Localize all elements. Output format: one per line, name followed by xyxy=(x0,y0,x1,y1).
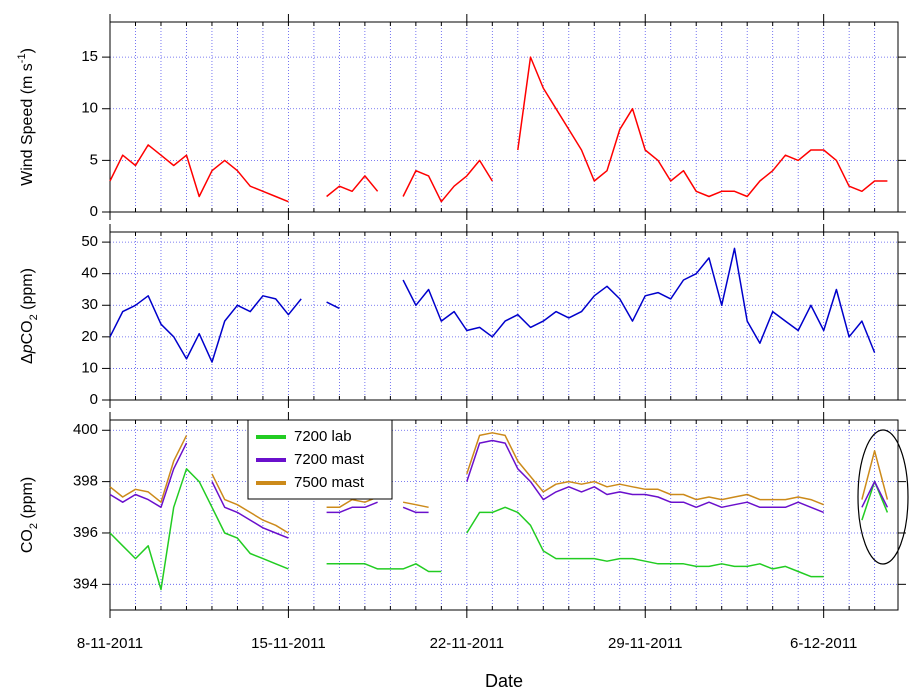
x-tick-label: 22-11-2011 xyxy=(430,635,505,652)
x-tick-label: 29-11-2011 xyxy=(608,635,683,652)
y-axis-label-part: CO xyxy=(19,320,36,344)
y-tick-label: 20 xyxy=(81,328,98,345)
highlight-ellipse xyxy=(857,429,909,565)
y-axis-label: ΔpCO2 (ppm) xyxy=(19,268,40,364)
y-tick-label: 396 xyxy=(73,524,98,541)
y-tick-label: 15 xyxy=(81,48,98,65)
y-tick-label: 40 xyxy=(81,265,98,282)
y-tick-label: 30 xyxy=(81,296,98,313)
data-line xyxy=(109,56,888,203)
y-axis-label-part: (ppm) xyxy=(19,477,36,523)
y-axis-label: CO2 (ppm) xyxy=(19,477,40,553)
y-axis-label-part: p xyxy=(19,344,36,354)
x-tick-label: 6-12-2011 xyxy=(790,635,857,652)
y-axis-label-part: 2 xyxy=(28,314,40,320)
legend-label: 7500 mast xyxy=(294,474,365,491)
y-tick-label: 50 xyxy=(81,233,98,250)
data-line xyxy=(109,432,889,534)
plot-frame xyxy=(109,231,899,401)
x-tick-label: 8-11-2011 xyxy=(77,635,143,652)
x-tick-label: 15-11-2011 xyxy=(251,635,326,652)
y-tick-label: 398 xyxy=(73,473,98,490)
data-line xyxy=(109,439,889,539)
data-line xyxy=(109,247,876,363)
y-axis-label-part: 2 xyxy=(28,523,40,529)
y-axis-label-part: CO xyxy=(19,529,36,553)
y-axis-label-part: -1 xyxy=(16,53,28,63)
plot-frame xyxy=(109,21,899,213)
y-tick-label: 0 xyxy=(90,391,98,408)
y-tick-label: 0 xyxy=(90,203,98,220)
y-tick-label: 5 xyxy=(90,151,98,168)
y-axis-label-part: Wind Speed (m s xyxy=(19,63,36,186)
y-axis-label-part: (ppm) xyxy=(19,268,36,314)
y-tick-label: 10 xyxy=(81,359,98,376)
y-tick-label: 394 xyxy=(73,575,98,592)
y-axis-label-part: ) xyxy=(19,48,36,53)
data-line xyxy=(109,468,889,591)
y-axis-label-part: Δ xyxy=(19,353,36,364)
x-axis-label: Date xyxy=(485,671,523,691)
legend-label: 7200 lab xyxy=(294,428,352,445)
y-axis-label: Wind Speed (m s-1) xyxy=(16,48,36,186)
y-tick-label: 10 xyxy=(81,100,98,117)
plot-frame xyxy=(109,419,899,611)
legend-label: 7200 mast xyxy=(294,451,365,468)
y-tick-label: 400 xyxy=(73,421,98,438)
